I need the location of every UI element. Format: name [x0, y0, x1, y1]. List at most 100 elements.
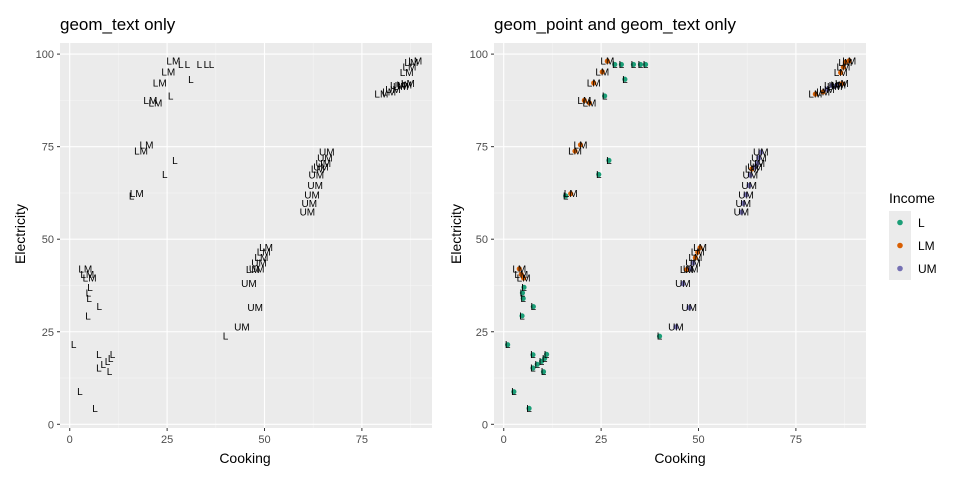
- point-text-label: UM: [668, 322, 684, 333]
- y-tick-label: 50: [476, 234, 488, 246]
- point-text-label: L: [544, 350, 550, 361]
- point-text-label: L: [619, 60, 625, 71]
- point-text-label: L: [162, 170, 168, 181]
- point-text-label: LM: [401, 79, 415, 90]
- right-plot-title: geom_point and geom_text only: [494, 15, 736, 34]
- data-point-l: [596, 171, 602, 178]
- point-text-label: LM: [600, 57, 614, 68]
- data-point-l: [511, 389, 517, 395]
- y-tick-label: 50: [42, 234, 54, 246]
- point-text-label: LM: [595, 67, 609, 78]
- data-point-lm: [812, 91, 818, 97]
- legend-label: L: [918, 216, 925, 230]
- point-text-label: LM: [400, 68, 414, 79]
- point-text-label: UM: [316, 159, 332, 170]
- data-point-l: [520, 295, 526, 302]
- point-text-label: LM: [834, 68, 848, 79]
- right-plot-grid: [494, 43, 866, 428]
- x-tick-label: 50: [692, 434, 704, 446]
- point-text-label: UM: [241, 279, 257, 290]
- point-text-label: LM: [577, 96, 591, 107]
- data-point-l: [519, 313, 525, 319]
- point-text-label: UM: [741, 181, 757, 192]
- point-text-label: L: [531, 302, 537, 313]
- data-point-um: [688, 266, 694, 272]
- point-text-label: LM: [836, 63, 850, 74]
- x-tick-label: 25: [595, 434, 607, 446]
- x-tick-label: 75: [356, 434, 368, 446]
- y-tick-label: 75: [42, 142, 54, 154]
- data-point-um: [756, 155, 762, 161]
- legend-key-um: [897, 265, 903, 272]
- point-text-label: L: [643, 60, 649, 71]
- data-point-lm: [581, 97, 587, 103]
- point-text-label: L: [108, 354, 114, 365]
- point-text-label: UM: [685, 258, 701, 269]
- data-point-um: [747, 172, 753, 178]
- left-plot-panel: [60, 43, 432, 428]
- point-text-label: L: [511, 387, 517, 398]
- point-text-label: UM: [753, 148, 769, 159]
- point-text-label: UM: [681, 303, 697, 314]
- point-text-label: UM: [736, 199, 752, 210]
- data-point-l: [521, 284, 527, 290]
- data-point-lm: [572, 148, 578, 154]
- data-point-um: [740, 200, 746, 206]
- point-text-label: L: [86, 294, 92, 305]
- point-text-label: UM: [302, 199, 318, 210]
- data-point-l: [606, 157, 612, 163]
- data-point-l: [519, 290, 526, 296]
- right-plot-panel: [494, 43, 866, 428]
- data-point-l: [526, 405, 532, 411]
- data-point-lm: [839, 81, 845, 87]
- left-plot-grid: [60, 43, 432, 428]
- left-plot-x-axis-label: Cooking: [219, 450, 270, 466]
- point-text-label: LM: [568, 147, 582, 158]
- point-text-label: LM: [130, 189, 144, 200]
- point-text-label: LM: [143, 96, 157, 107]
- data-point-lm: [521, 275, 527, 281]
- point-text-label: L: [563, 191, 569, 202]
- y-tick-label: 0: [482, 419, 488, 431]
- data-point-um: [686, 305, 692, 311]
- point-text-label: UM: [304, 190, 320, 201]
- legend-key-lm: [897, 242, 903, 249]
- right-plot-y-axis-label: Electricity: [448, 204, 464, 264]
- point-text-label: L: [107, 367, 113, 378]
- data-point-l: [656, 333, 663, 339]
- point-text-label: L: [631, 60, 637, 71]
- left-plot-ticks: 0 25 50 75 0 25 50 75 100: [36, 49, 368, 446]
- point-text-label: UM: [319, 148, 335, 159]
- legend: Income L LM UM: [889, 190, 937, 280]
- data-point-lm: [846, 58, 852, 64]
- point-text-label: L: [86, 288, 92, 299]
- point-text-label: L: [96, 364, 102, 375]
- point-text-label: LM: [254, 253, 268, 264]
- point-text-label: UM: [309, 171, 325, 182]
- point-text-label: UM: [747, 163, 763, 174]
- point-text-label: L: [71, 340, 77, 351]
- point-text-label: UM: [390, 81, 406, 92]
- point-text-label: LM: [408, 56, 422, 67]
- data-point-lm: [568, 191, 574, 197]
- data-point-l: [637, 61, 644, 68]
- point-text-label: LM: [246, 265, 260, 276]
- legend-label: LM: [918, 239, 935, 253]
- point-text-label: UM: [824, 81, 840, 92]
- data-point-lm: [840, 64, 847, 70]
- point-text-label: UM: [734, 208, 750, 219]
- point-text-label: LM: [161, 67, 175, 78]
- data-point-lm: [842, 59, 848, 65]
- data-point-lm: [820, 89, 826, 95]
- point-text-label: L: [110, 350, 116, 361]
- data-point-um: [680, 281, 686, 287]
- point-text-label: UM: [300, 208, 316, 219]
- point-text-label: L: [638, 60, 644, 71]
- point-text-label: UM: [683, 264, 699, 275]
- point-text-label: L: [541, 367, 547, 378]
- point-text-label: LM: [587, 78, 601, 89]
- point-text-label: LM: [404, 58, 418, 69]
- point-text-label: L: [197, 60, 203, 71]
- point-text-label: UM: [397, 80, 413, 91]
